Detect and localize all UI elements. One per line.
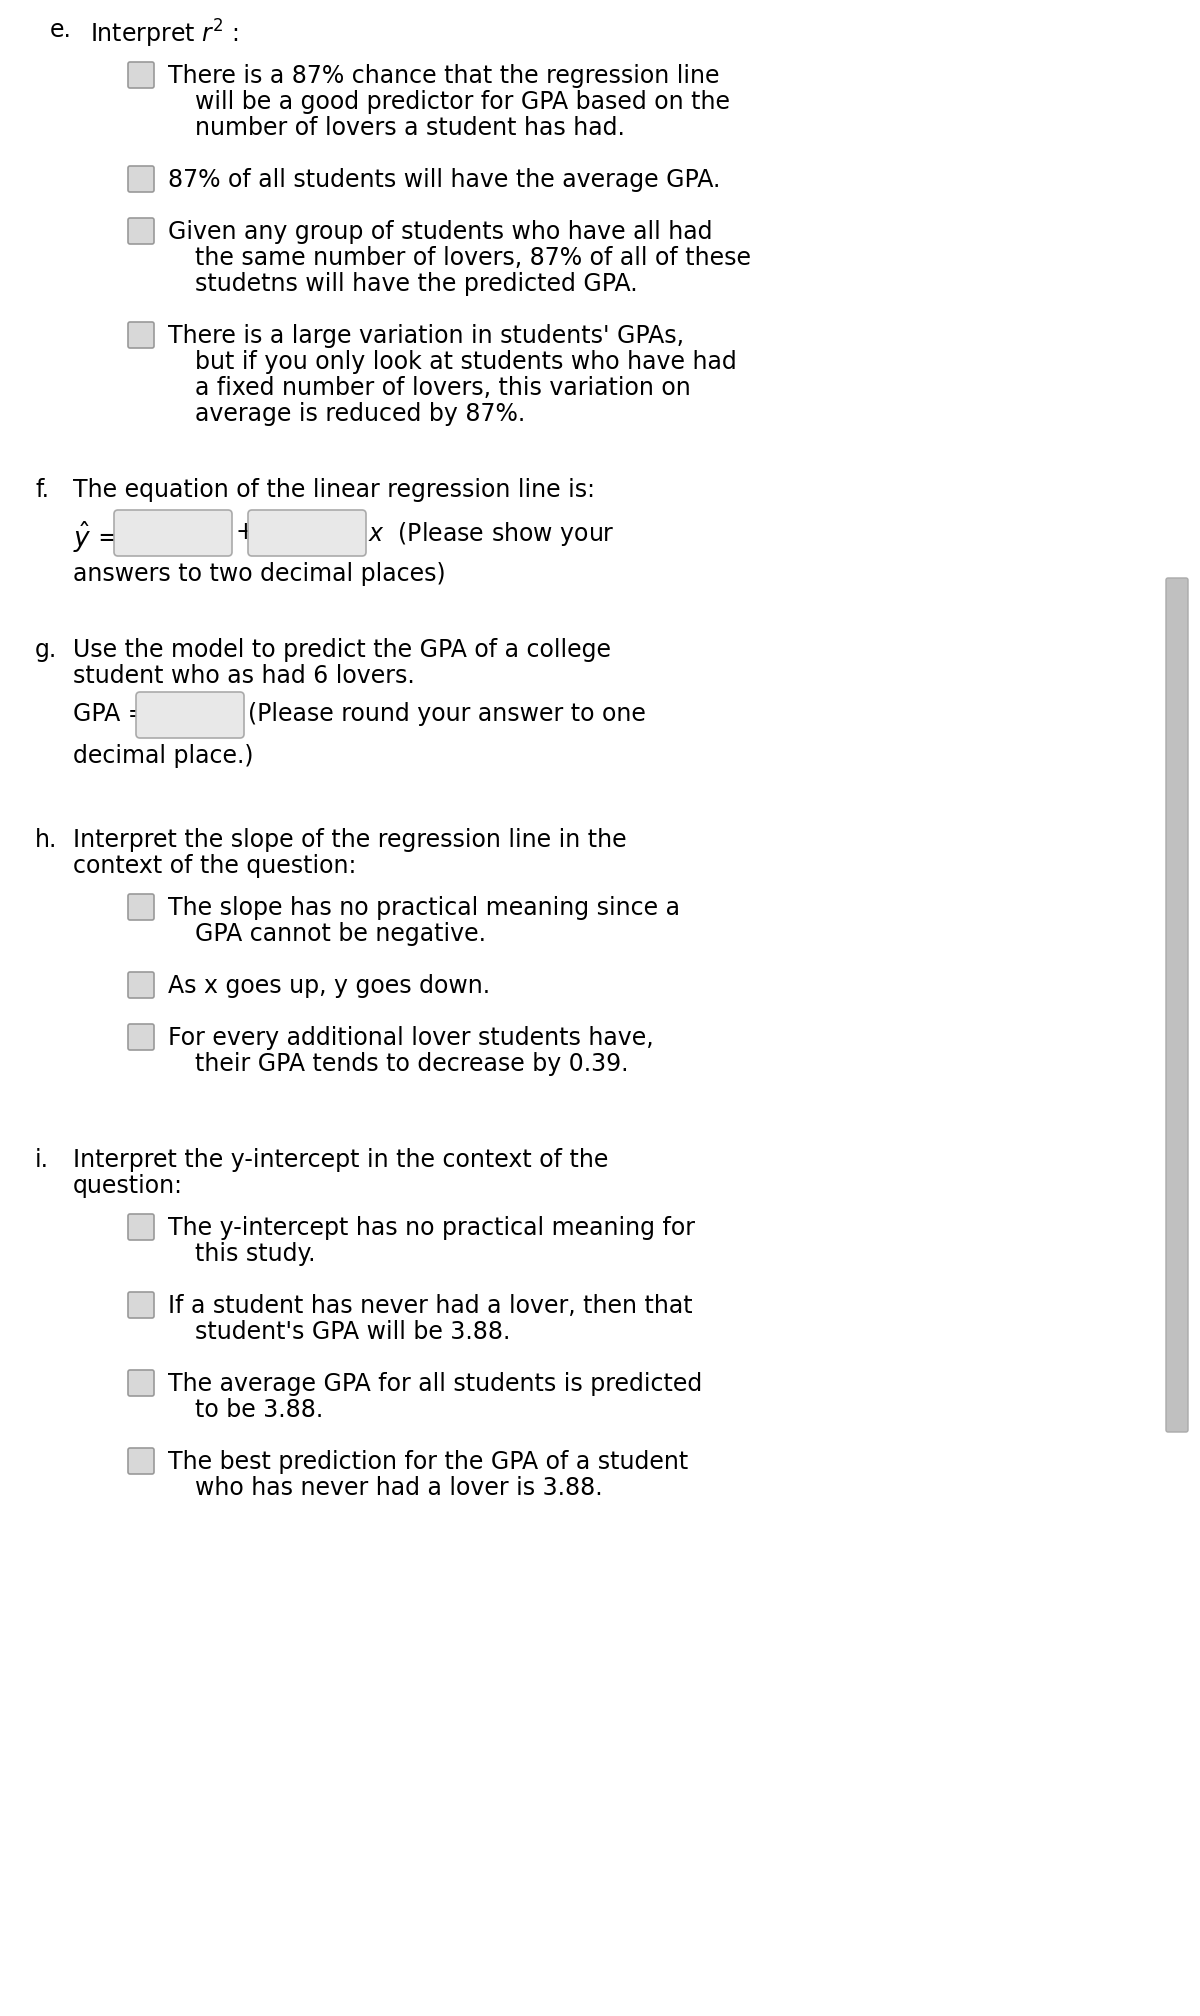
FancyBboxPatch shape (128, 893, 154, 919)
Text: The slope has no practical meaning since a: The slope has no practical meaning since… (168, 895, 680, 919)
Text: 87% of all students will have the average GPA.: 87% of all students will have the averag… (168, 167, 720, 192)
Text: student who as had 6 lovers.: student who as had 6 lovers. (73, 663, 415, 687)
Text: Interpret the y-intercept in the context of the: Interpret the y-intercept in the context… (73, 1147, 608, 1171)
FancyBboxPatch shape (114, 510, 232, 556)
Text: GPA =: GPA = (73, 702, 148, 726)
Text: For every additional lover students have,: For every additional lover students have… (168, 1026, 654, 1050)
Text: (Please round your answer to one: (Please round your answer to one (248, 702, 646, 726)
Text: Use the model to predict the GPA of a college: Use the model to predict the GPA of a co… (73, 637, 611, 661)
Text: average is reduced by 87%.: average is reduced by 87%. (194, 401, 526, 425)
Text: If a student has never had a lover, then that: If a student has never had a lover, then… (168, 1294, 692, 1318)
Text: There is a large variation in students' GPAs,: There is a large variation in students' … (168, 325, 684, 349)
Text: number of lovers a student has had.: number of lovers a student has had. (194, 117, 625, 139)
Text: question:: question: (73, 1173, 182, 1198)
FancyBboxPatch shape (128, 1447, 154, 1474)
Text: There is a 87% chance that the regression line: There is a 87% chance that the regressio… (168, 65, 720, 89)
Text: g.: g. (35, 637, 58, 661)
Text: who has never had a lover is 3.88.: who has never had a lover is 3.88. (194, 1476, 602, 1500)
Text: +: + (236, 520, 256, 544)
Text: this study.: this study. (194, 1242, 316, 1266)
Text: The average GPA for all students is predicted: The average GPA for all students is pred… (168, 1373, 702, 1395)
FancyBboxPatch shape (136, 691, 244, 738)
Text: student's GPA will be 3.88.: student's GPA will be 3.88. (194, 1320, 510, 1345)
Text: decimal place.): decimal place.) (73, 744, 253, 768)
Text: but if you only look at students who have had: but if you only look at students who hav… (194, 351, 737, 375)
Text: i.: i. (35, 1147, 49, 1171)
Text: $x$  (Please show your: $x$ (Please show your (368, 520, 614, 548)
FancyBboxPatch shape (128, 1292, 154, 1318)
Text: context of the question:: context of the question: (73, 855, 356, 879)
Text: studetns will have the predicted GPA.: studetns will have the predicted GPA. (194, 272, 637, 296)
Text: The best prediction for the GPA of a student: The best prediction for the GPA of a stu… (168, 1450, 689, 1474)
FancyBboxPatch shape (128, 1214, 154, 1240)
Text: their GPA tends to decrease by 0.39.: their GPA tends to decrease by 0.39. (194, 1052, 629, 1077)
Text: e.: e. (50, 18, 72, 42)
Text: a fixed number of lovers, this variation on: a fixed number of lovers, this variation… (194, 377, 691, 399)
Text: The y-intercept has no practical meaning for: The y-intercept has no practical meaning… (168, 1216, 695, 1240)
Text: the same number of lovers, 87% of all of these: the same number of lovers, 87% of all of… (194, 246, 751, 270)
FancyBboxPatch shape (128, 972, 154, 998)
Text: f.: f. (35, 478, 49, 502)
Text: h.: h. (35, 829, 58, 853)
FancyBboxPatch shape (128, 1371, 154, 1395)
Text: answers to two decimal places): answers to two decimal places) (73, 562, 445, 587)
Text: $\hat{y}$ =: $\hat{y}$ = (73, 520, 119, 554)
Text: will be a good predictor for GPA based on the: will be a good predictor for GPA based o… (194, 91, 730, 115)
Text: As x goes up, y goes down.: As x goes up, y goes down. (168, 974, 490, 998)
FancyBboxPatch shape (248, 510, 366, 556)
Text: GPA cannot be negative.: GPA cannot be negative. (194, 921, 486, 946)
FancyBboxPatch shape (1166, 579, 1188, 1431)
Text: Interpret $r^2$ :: Interpret $r^2$ : (90, 18, 238, 50)
Text: The equation of the linear regression line is:: The equation of the linear regression li… (73, 478, 595, 502)
FancyBboxPatch shape (128, 218, 154, 244)
Text: Given any group of students who have all had: Given any group of students who have all… (168, 220, 713, 244)
Text: Interpret the slope of the regression line in the: Interpret the slope of the regression li… (73, 829, 626, 853)
FancyBboxPatch shape (128, 165, 154, 192)
FancyBboxPatch shape (128, 323, 154, 349)
FancyBboxPatch shape (128, 62, 154, 89)
FancyBboxPatch shape (128, 1024, 154, 1050)
Text: to be 3.88.: to be 3.88. (194, 1397, 323, 1421)
